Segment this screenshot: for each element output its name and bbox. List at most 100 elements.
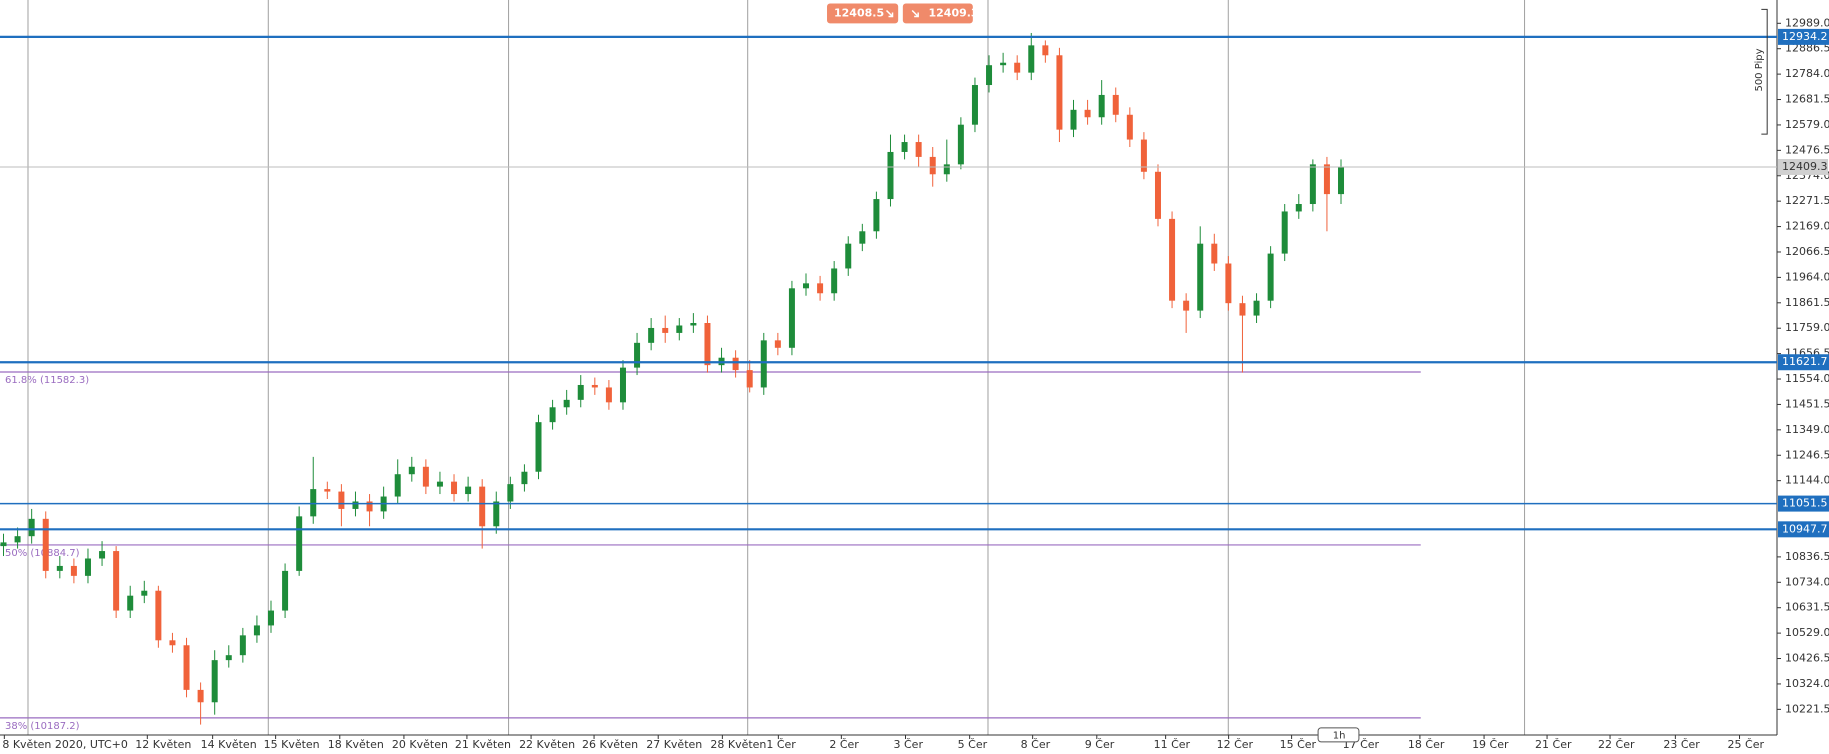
candle-body [338,491,345,509]
fib-label: 50% (10884.7) [5,548,80,559]
candle-body [324,489,331,492]
y-tick-label: 10836.5 [1785,550,1829,563]
x-tick-label: 28 Květen [710,738,766,751]
level-label-box [1778,354,1829,371]
x-tick-label: 14 Květen [201,738,257,751]
candle-body [957,124,964,165]
candle-body [479,486,486,527]
candle-body [253,625,260,636]
candle-body [1295,204,1302,212]
x-tick-label: 12 Čer [1217,738,1254,751]
x-tick-label: 2 Čer [829,738,859,751]
y-tick-label: 12886.5 [1785,42,1829,55]
candle-body [690,323,697,326]
candle-body [1154,171,1161,219]
candle-body [70,565,77,576]
y-tick-label: 10221.5 [1785,702,1829,715]
level-label-box [1778,495,1829,512]
candle-body [760,340,767,388]
candle-body [1323,164,1330,195]
candle-body [817,283,824,294]
candle-body [1239,303,1246,316]
timeframe-box[interactable] [1317,727,1360,743]
x-tick-label: 18 Květen [328,738,384,751]
x-tick-label: 22 Květen [519,738,575,751]
candle-body [127,595,134,611]
candle-body [803,283,810,289]
candle-body [366,501,373,512]
x-tick-label: 25 Čer [1728,738,1765,751]
candle-body [14,536,21,543]
level-label: 11051.5 [1782,497,1828,510]
candle-body [619,367,626,403]
y-tick-label: 12271.5 [1785,194,1829,207]
y-tick-label: 11144.0 [1785,474,1829,487]
x-tick-label: 9 Čer [1085,738,1115,751]
candle-body [577,384,584,400]
x-tick-label: 15 Květen [264,738,320,751]
level-label-box [1778,28,1829,45]
sell-button[interactable]: 12408.5 [827,3,899,24]
buy-arrow-icon[interactable] [911,9,919,18]
level-label: 12934.2 [1782,30,1828,43]
candle-body [296,516,303,571]
y-tick-label: 10529.0 [1785,626,1829,639]
y-tick-label: 11964.0 [1785,270,1829,283]
candle-body [662,327,669,333]
buy-button-bg[interactable] [902,3,973,24]
y-tick-label: 12784.0 [1785,67,1829,80]
x-tick-label: 8 Květen 2020, UTC+0 [2,738,128,751]
candle-body [211,660,218,703]
y-tick-label: 12989.0 [1785,16,1829,29]
y-tick-label: 12476.5 [1785,143,1829,156]
buy-button[interactable]: 12409.3 [902,3,979,24]
x-tick-label: 26 Květen [582,738,638,751]
x-tick-label: 15 Čer [1280,738,1317,751]
x-tick-label: 11 Čer [1154,738,1191,751]
sell-button-bg[interactable] [827,3,899,24]
x-tick-label: 20 Květen [392,738,448,751]
range-bracket [1761,8,1768,135]
y-tick-label: 11349.0 [1785,423,1829,436]
candle-body [155,590,162,641]
candle-body [436,481,443,487]
candle-body [1028,45,1035,73]
candle-body [507,484,514,502]
sell-price[interactable]: 12408.5 [834,6,884,19]
level-label: 10947.7 [1782,522,1828,535]
candle-body [915,142,922,157]
candle-body [1267,253,1274,301]
candle-body [310,489,317,517]
candle-body [1000,62,1007,66]
candle-body [605,387,612,403]
candle-body [28,518,35,537]
candle-body [549,407,556,423]
candle-body [648,327,655,343]
candle-body [943,164,950,175]
level-label-box [1778,521,1829,538]
candle-body [99,551,106,559]
candle-body [929,156,936,175]
candle-body [1197,243,1204,311]
fib-label: 38% (10187.2) [5,721,80,732]
candle-body [971,85,978,125]
y-tick-label: 11554.0 [1785,372,1829,385]
candle-body [239,635,246,656]
candle-body [563,399,570,408]
candle-body [451,481,458,495]
sell-arrow-icon[interactable] [885,9,894,18]
candle-body [225,655,232,661]
candle-body [676,325,683,333]
candle-body [1112,94,1119,115]
x-tick-label: 27 Květen [646,738,702,751]
timeframe-label[interactable]: 1h [1333,730,1346,741]
buy-price[interactable]: 12409.3 [928,6,978,19]
y-tick-label: 10426.5 [1785,652,1829,665]
y-tick-label: 10631.5 [1785,601,1829,614]
x-tick-label: 12 Květen [135,738,191,751]
candle-body [845,243,852,269]
x-tick-label: 21 Čer [1535,738,1572,751]
candle-body [521,471,528,485]
